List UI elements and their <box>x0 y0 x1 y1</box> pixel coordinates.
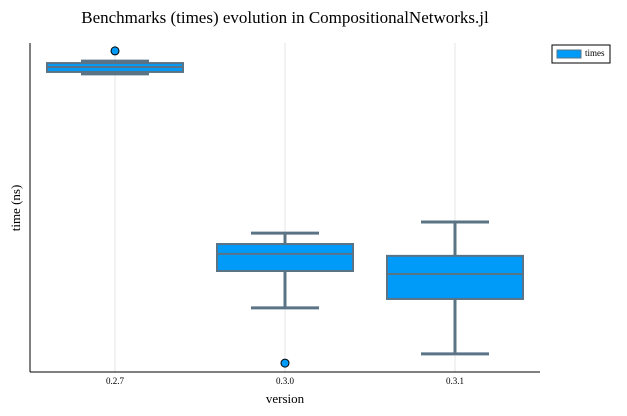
y-axis-label: time (ns) <box>8 185 23 232</box>
legend-swatch <box>556 49 582 59</box>
plot-area <box>46 43 524 372</box>
outlier <box>110 46 120 56</box>
x-tick-label: 0.3.0 <box>276 376 295 386</box>
x-tick-label: 0.2.7 <box>106 376 125 386</box>
legend-label: times <box>585 48 605 58</box>
outlier <box>280 358 290 368</box>
chart-title: Benchmarks (times) evolution in Composit… <box>81 8 489 27</box>
x-tick-label: 0.3.1 <box>446 376 464 386</box>
box <box>386 254 524 300</box>
x-axis-label: version <box>266 391 305 406</box>
box <box>216 243 354 272</box>
